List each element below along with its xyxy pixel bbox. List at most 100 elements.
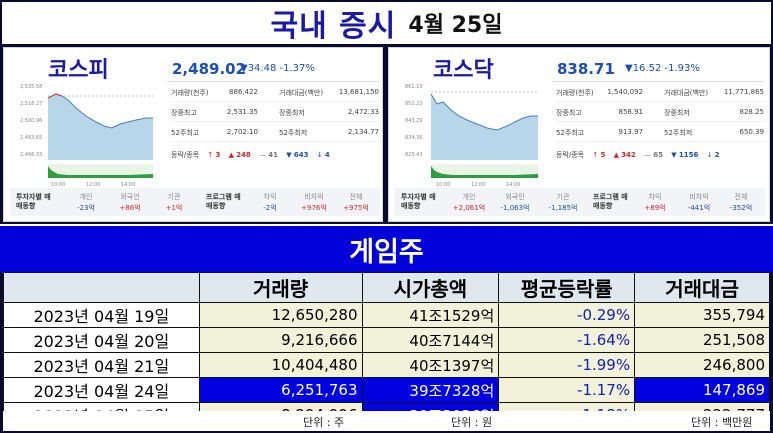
breadth-label: 등락/종목 xyxy=(171,151,200,159)
kosdaq-change: ▼16.52 -1.93% xyxy=(625,63,700,74)
row-market-cap: 39조7328억 xyxy=(361,377,500,403)
program-head: 차익 xyxy=(263,193,277,201)
header-trade-value: 거래대금 xyxy=(634,272,770,303)
row-avg-change: -1.64% xyxy=(498,327,636,353)
breadth-down-value: 643 xyxy=(293,151,309,159)
breadth-up-value: 342 xyxy=(621,151,636,159)
stat-label: 장중최저 xyxy=(664,109,690,117)
table-header-row: 거래량 시가총액 평균등락률 거래대금 xyxy=(3,272,770,303)
program-value: +89억 xyxy=(644,204,666,212)
kosdaq-intraday-chart: 861.15 852.22 843.29 834.36 825.43 10:00… xyxy=(405,84,538,188)
row-market-cap: 40조1397억 xyxy=(361,352,500,378)
stat-label: 거래량(천주) xyxy=(171,89,209,97)
stat-row: 52주최고 913.97 52주최저 650.39 xyxy=(556,122,766,142)
investor-value: -1,063억 xyxy=(500,204,530,212)
kosdaq-name: 코스닥 xyxy=(433,58,494,83)
row-trade-value: 147,869 xyxy=(634,377,770,403)
breadth-down: ▼ 643 xyxy=(286,151,309,159)
program-value: +975억 xyxy=(343,204,369,212)
kospi-ytick-2: 2,500.96 xyxy=(20,118,42,124)
kospi-name: 코스피 xyxy=(48,58,109,83)
breadth-down-limit-value: 4 xyxy=(324,151,330,159)
row-market-cap: 41조1529억 xyxy=(361,302,500,328)
kospi-ytick-3: 2,483.65 xyxy=(20,135,42,141)
stat-value: 650.39 xyxy=(739,128,765,136)
unit-volume: 단위 : 주 xyxy=(303,416,345,429)
header-avg-change: 평균등락률 xyxy=(498,272,636,303)
kosdaq-xtick-2: 14:00 xyxy=(506,182,520,188)
breadth-up-limit: ↑ 3 xyxy=(207,151,221,159)
top-banner: 국내 증시 4월 25일 xyxy=(0,0,773,46)
row-volume: 12,650,280 xyxy=(198,302,363,328)
unit-market-cap: 단위 : 원 xyxy=(451,416,493,429)
game-title-text: 게임주 xyxy=(349,236,424,268)
breadth-up-limit-value: 3 xyxy=(215,151,221,159)
stat-value: 13,681,150 xyxy=(338,88,379,96)
stat-row: 장중최고 858.91 장중최저 828.25 xyxy=(556,102,766,122)
stat-row: 52주최고 2,702.10 52주최저 2,134.77 xyxy=(171,122,381,142)
breadth-flat-value: 65 xyxy=(653,151,664,159)
stat-label: 장중최고 xyxy=(556,109,582,117)
stat-label: 거래대금(백만) xyxy=(664,89,709,97)
row-volume: 6,251,763 xyxy=(198,377,363,403)
kosdaq-change-pct: -1.93% xyxy=(664,63,700,74)
stat-value: 2,702.10 xyxy=(226,128,258,136)
program-head: 비차익 xyxy=(689,193,709,201)
kosdaq-xtick-0: 10:00 xyxy=(436,182,450,188)
table-row: 2023년 04월 24일 6,251,763 39조7328억 -1.17% … xyxy=(3,377,770,403)
row-avg-change: -1.99% xyxy=(498,352,636,378)
investor-head: 외국인 xyxy=(120,193,140,201)
program-label: 프로그램 매매동향 xyxy=(593,193,628,210)
stat-label: 거래대금(백만) xyxy=(279,89,324,97)
program-head: 전체 xyxy=(349,193,363,201)
investor-label: 투자자별 매매동향 xyxy=(16,193,51,210)
kospi-line-up-segment xyxy=(47,93,63,99)
kosdaq-xtick-1: 12:00 xyxy=(471,182,485,188)
stat-value: 858.91 xyxy=(618,108,644,116)
program-label: 프로그램 매매동향 xyxy=(206,193,241,210)
stat-label: 장중최고 xyxy=(171,109,197,117)
row-volume: 10,404,480 xyxy=(198,352,363,378)
kospi-intraday-chart: 2,535.58 2,518.27 2,500.96 2,483.65 2,46… xyxy=(20,84,153,188)
kosdaq-ytick-0: 861.15 xyxy=(405,84,423,90)
units-row: 단위 : 주 단위 : 원 단위 : 백만원 xyxy=(3,411,770,431)
row-date: 2023년 04월 24일 xyxy=(3,377,200,403)
program-head: 차익 xyxy=(648,193,662,201)
kospi-change: ▼34.48 -1.37% xyxy=(240,63,315,74)
kospi-ytick-4: 2,466.33 xyxy=(20,152,42,158)
breadth-up: ▲ 248 xyxy=(228,151,251,159)
program-head: 전체 xyxy=(734,193,748,201)
investor-head: 기관 xyxy=(556,193,570,201)
breadth-up: ▲ 342 xyxy=(613,151,636,159)
breadth-flat: — 65 xyxy=(644,151,664,159)
row-avg-change: -0.29% xyxy=(498,302,636,328)
stat-value: 2,531.35 xyxy=(226,108,258,116)
stat-label: 장중최저 xyxy=(279,109,305,117)
kosdaq-volume-bars xyxy=(431,166,538,178)
kosdaq-ytick-2: 843.29 xyxy=(405,118,423,124)
breadth-down-limit-value: 2 xyxy=(714,151,720,159)
stat-value: 913.97 xyxy=(618,128,644,136)
stat-value: 886,422 xyxy=(229,88,258,96)
kospi-change-pct: -1.37% xyxy=(279,63,315,74)
investor-head: 기관 xyxy=(167,193,181,201)
stat-label: 거래량(천주) xyxy=(556,89,594,97)
program-value: +976억 xyxy=(301,204,327,212)
kosdaq-line xyxy=(430,93,538,131)
kospi-xtick-0: 10:00 xyxy=(51,182,65,188)
investor-head: 개인 xyxy=(462,193,476,201)
stat-value: 1,540,092 xyxy=(607,88,643,96)
header-market-cap: 시가총액 xyxy=(361,272,500,303)
investor-value: +1억 xyxy=(165,204,183,212)
row-market-cap: 40조7144억 xyxy=(361,327,500,353)
program-value: -352억 xyxy=(729,204,753,212)
kospi-ytick-0: 2,535.58 xyxy=(20,84,42,90)
stat-value: 828.25 xyxy=(739,108,765,116)
table-row: 2023년 04월 19일 12,650,280 41조1529억 -0.29%… xyxy=(3,302,770,328)
breadth-label: 등락/종목 xyxy=(556,151,585,159)
kospi-ytick-1: 2,518.27 xyxy=(20,101,42,107)
kospi-breadth: 등락/종목 ↑ 3 ▲ 248 — 41 ▼ 643 ↓ 4 xyxy=(171,150,336,160)
breadth-up-limit: ↑ 5 xyxy=(592,151,606,159)
stat-value: 2,134.77 xyxy=(347,128,379,136)
kospi-xtick-2: 14:00 xyxy=(121,182,135,188)
